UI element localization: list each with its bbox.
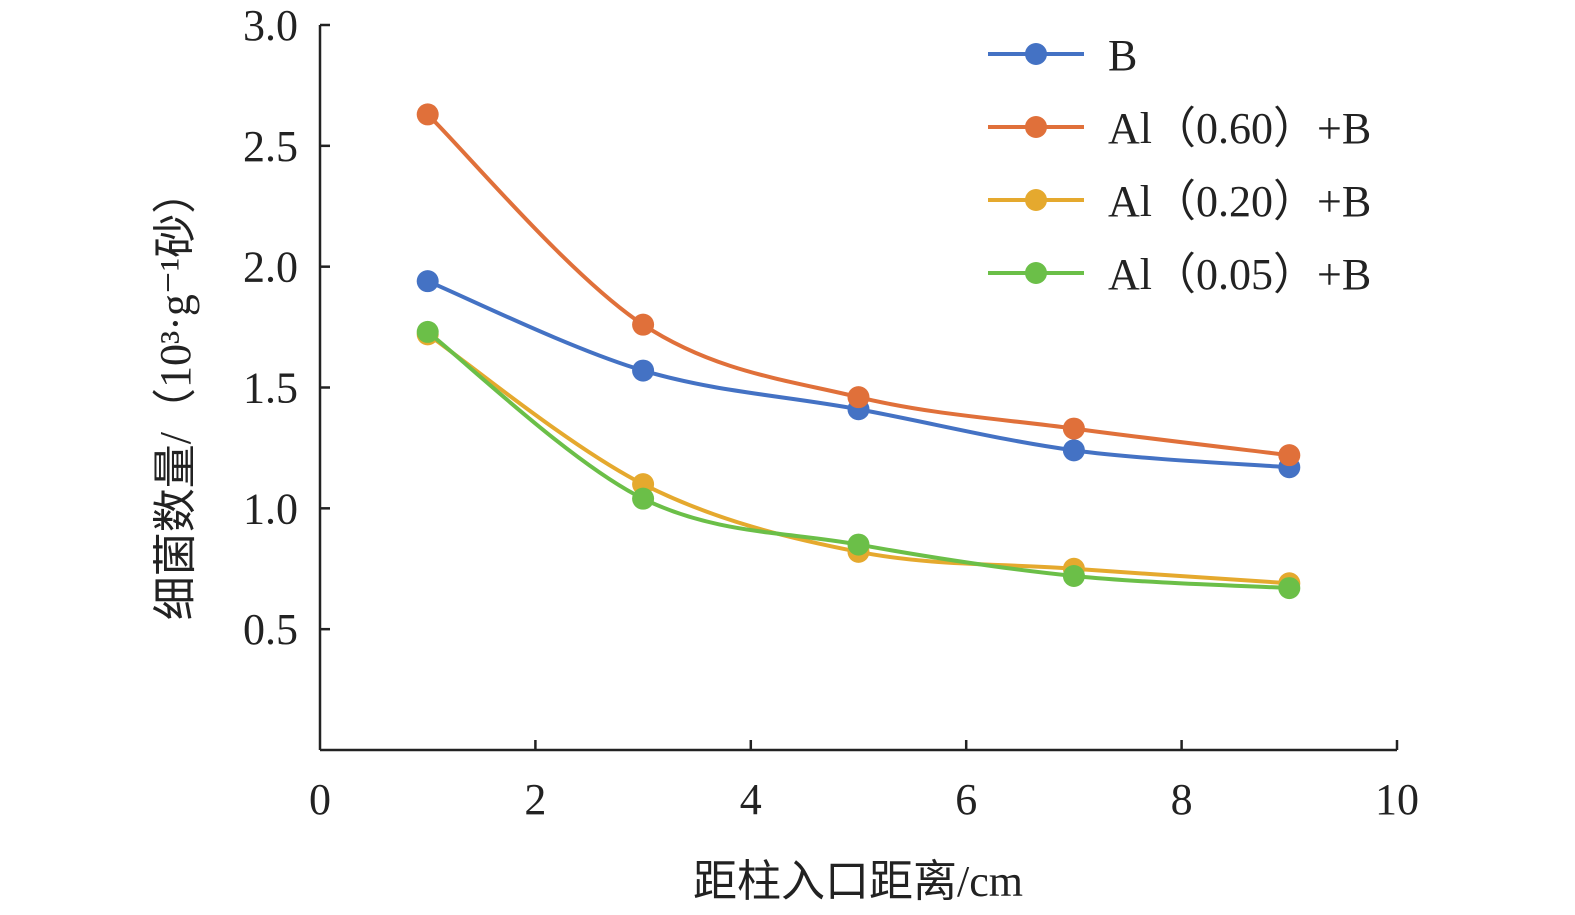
legend: B Al（0.60）+B Al（0.20）+B Al（0.05）+B xyxy=(988,31,1371,299)
legend-label: Al（0.60）+B xyxy=(1108,104,1371,153)
legend-item: Al（0.05）+B xyxy=(988,250,1371,299)
legend-item: Al（0.60）+B xyxy=(988,104,1371,153)
series-line xyxy=(426,112,1290,458)
legend-item: Al（0.20）+B xyxy=(988,177,1371,226)
data-point xyxy=(1062,565,1085,587)
y-tick-label: 1.0 xyxy=(243,484,298,533)
legend-swatch-marker xyxy=(1025,116,1047,138)
y-tick-label: 0.5 xyxy=(243,605,298,654)
x-axis-title: 距柱入口距离/cm xyxy=(693,857,1023,906)
y-tick-label: 3.0 xyxy=(243,1,298,50)
x-tick-label: 8 xyxy=(1171,775,1193,824)
data-point xyxy=(1062,439,1085,462)
series-1 xyxy=(416,103,1301,467)
legend-swatch-marker xyxy=(1025,189,1047,211)
legend-swatch-marker xyxy=(1025,262,1047,284)
data-point xyxy=(632,487,655,510)
legend-label: Al（0.20）+B xyxy=(1108,177,1371,226)
legend-label: B xyxy=(1108,31,1137,80)
series-layer xyxy=(416,103,1301,600)
y-axis-title: 细菌数量/（10³·g⁻¹砂） xyxy=(151,170,200,620)
data-point xyxy=(416,320,439,343)
y-tick-label: 2.5 xyxy=(243,122,298,171)
data-point xyxy=(1062,417,1085,440)
x-tick-label: 10 xyxy=(1375,775,1419,824)
x-tick-label: 4 xyxy=(740,775,762,824)
x-tick-label: 0 xyxy=(309,775,331,824)
data-point xyxy=(1278,577,1301,600)
data-point xyxy=(847,386,870,409)
x-tick-label: 6 xyxy=(955,775,977,824)
x-tick-label: 2 xyxy=(524,775,546,824)
data-point xyxy=(847,533,870,556)
data-point xyxy=(632,313,655,336)
y-tick-label: 1.5 xyxy=(243,364,298,413)
data-point xyxy=(632,359,655,382)
series-3 xyxy=(416,320,1301,600)
legend-swatch-marker xyxy=(1025,43,1047,65)
data-point xyxy=(416,103,439,126)
series-0 xyxy=(416,270,1301,479)
y-tick-label: 2.0 xyxy=(243,243,298,292)
legend-label: Al（0.05）+B xyxy=(1108,250,1371,299)
legend-item: B xyxy=(988,31,1137,80)
ticks: 0 2 4 6 8 10 0.5 1.0 1.5 2.0 2.5 3.0 xyxy=(243,1,1419,824)
data-point xyxy=(1278,444,1301,467)
data-point xyxy=(416,270,439,293)
